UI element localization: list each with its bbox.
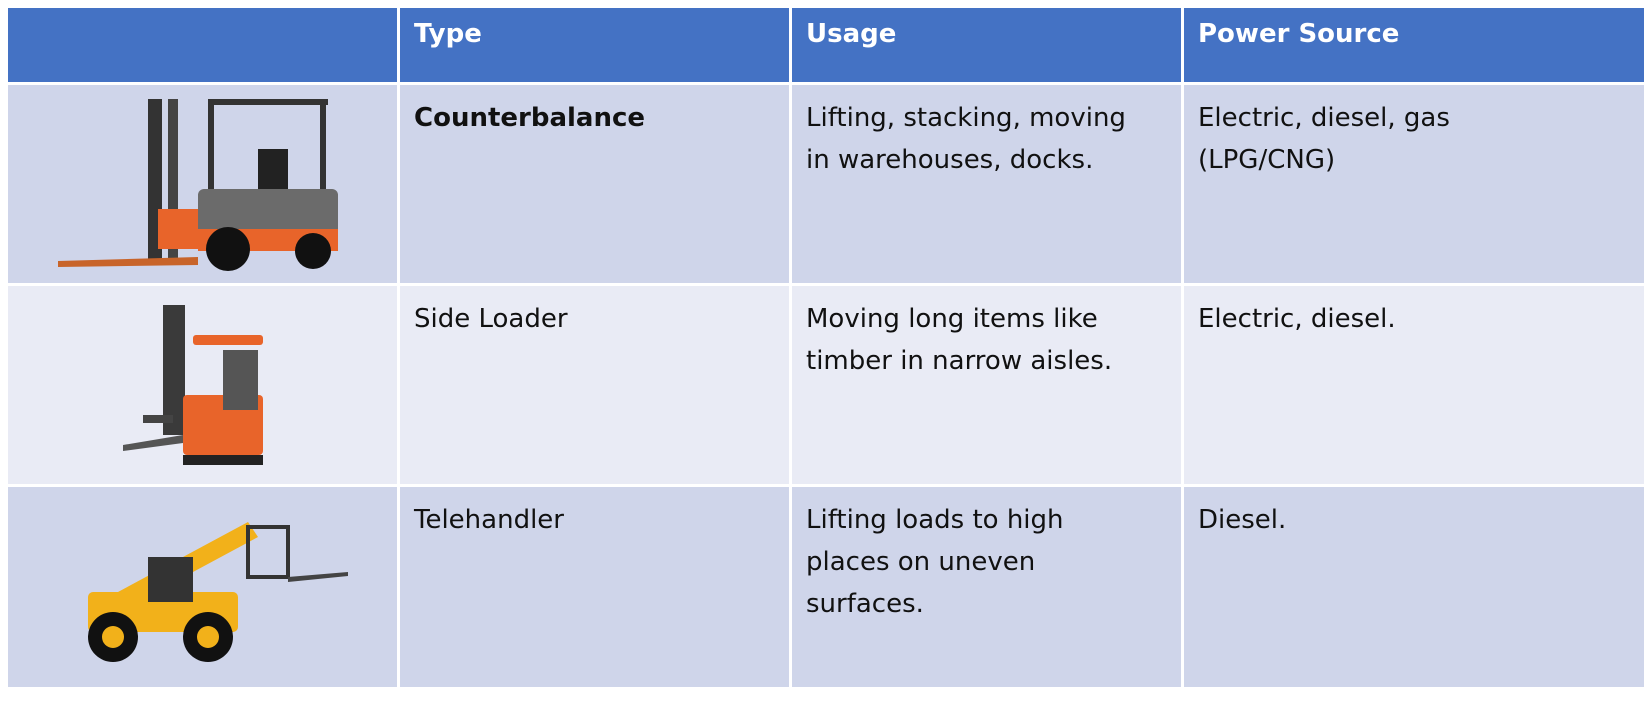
text-line: (LPG/CNG) [1198, 145, 1336, 175]
text-line: Electric, diesel, gas [1198, 103, 1450, 133]
header-cell: Type [400, 8, 789, 82]
text-line: Lifting loads to high [806, 505, 1064, 535]
header-cell: Usage [792, 8, 1181, 82]
power-cell: Electric, diesel, gas (LPG/CNG) [1184, 85, 1644, 283]
text-line: Lifting, stacking, moving [806, 103, 1126, 133]
usage-cell: Lifting, stacking, moving in warehouses, … [792, 85, 1181, 283]
image-cell [8, 286, 397, 484]
image-cell [8, 487, 397, 687]
power-cell: Diesel. [1184, 487, 1644, 687]
telehandler-image [87, 522, 348, 662]
type-cell: Side Loader [400, 286, 789, 484]
text-line: places on uneven [806, 547, 1036, 577]
type-cell: Telehandler [400, 487, 789, 687]
text-line: Electric, diesel. [1198, 304, 1396, 334]
power-cell: Electric, diesel. [1184, 286, 1644, 484]
image-cell [8, 85, 397, 283]
text-line: timber in narrow aisles. [806, 346, 1113, 376]
text-line: Moving long items like [806, 304, 1098, 334]
usage-cell: Moving long items like timber in narrow a… [792, 286, 1181, 484]
header-cell: Power Source [1184, 8, 1644, 82]
type-cell: Counterbalance [400, 85, 789, 283]
header-cell [8, 8, 397, 82]
text-line: surfaces. [806, 589, 924, 619]
usage-cell: Lifting loads to high places on uneven sur… [792, 487, 1181, 687]
table: Type Usage Power Source Counterbalance L… [8, 8, 1644, 687]
text-line: Diesel. [1198, 505, 1287, 535]
forklift-image [57, 99, 338, 271]
side-loader-image [122, 305, 263, 465]
text-line: in warehouses, docks. [806, 145, 1094, 175]
